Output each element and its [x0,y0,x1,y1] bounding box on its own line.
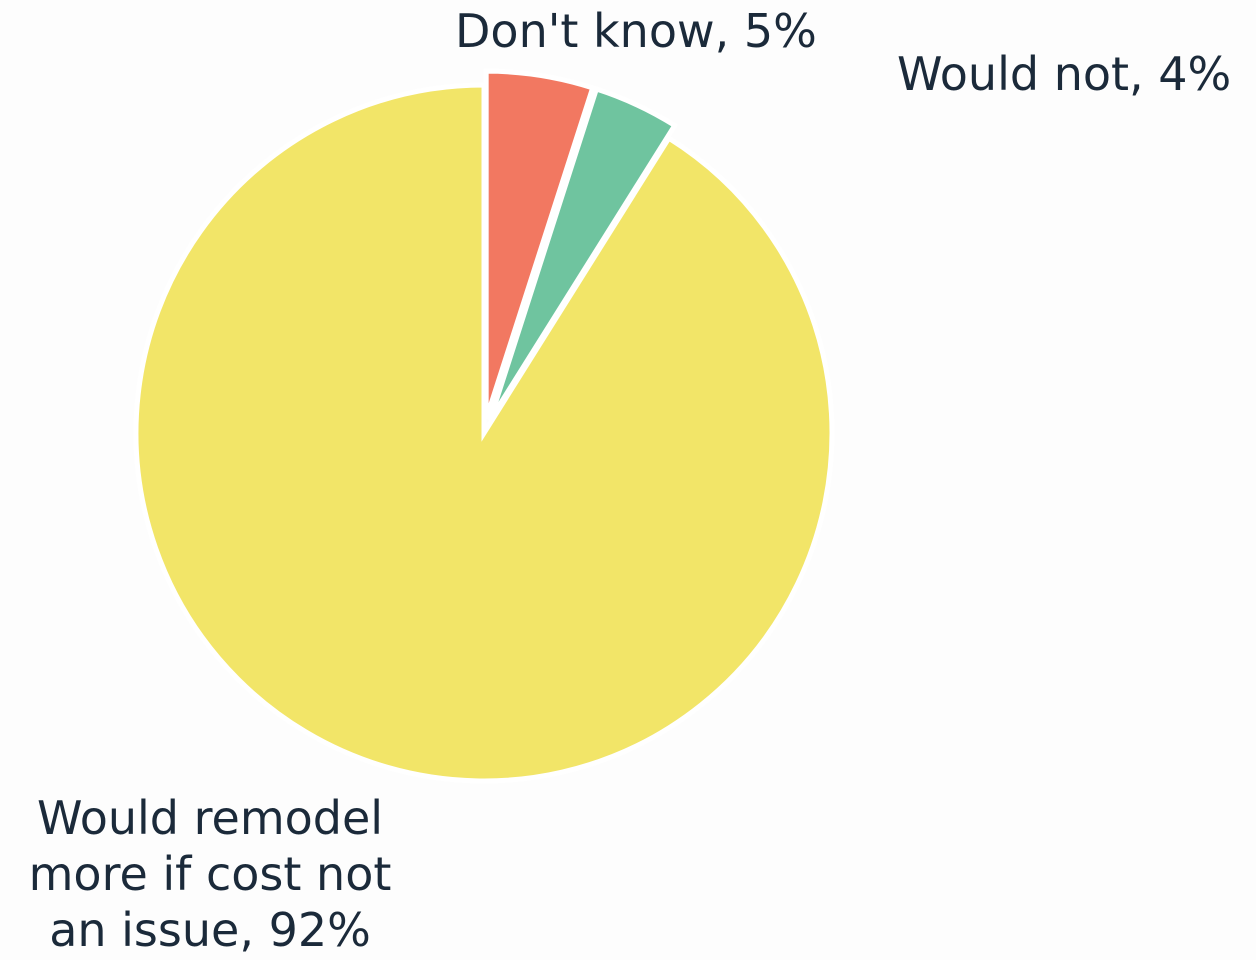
slice-dont-know [483,68,596,420]
slice-would-remodel [133,82,835,784]
slice-label-would-remodel: Would remodel more if cost not an issue,… [28,791,392,957]
slice-would-not [487,85,679,422]
slice-label-would-not: Would not, 4% [897,47,1232,101]
slice-label-dont-know: Don't know, 5% [455,4,817,58]
